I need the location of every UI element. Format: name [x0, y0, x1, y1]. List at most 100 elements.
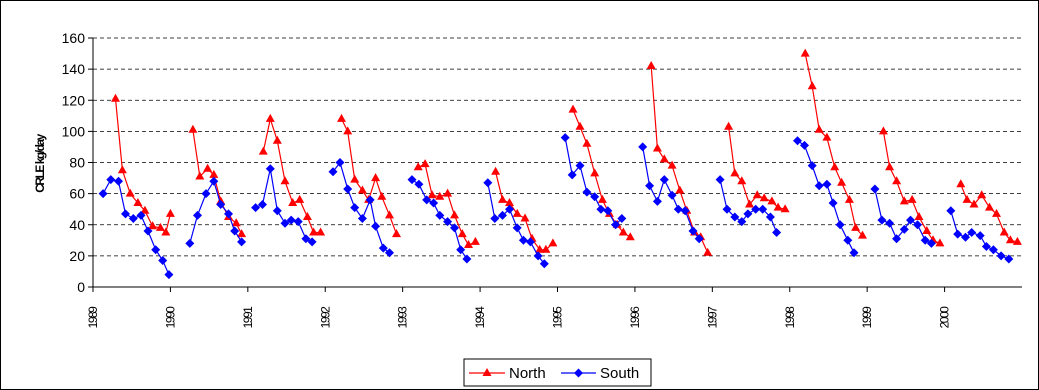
- data-point-north: [111, 93, 120, 102]
- y-tick-label: 100: [62, 123, 86, 139]
- data-point-north: [413, 162, 423, 171]
- data-point-north: [457, 229, 467, 238]
- data-point-north: [385, 210, 394, 219]
- data-point-north: [1012, 236, 1022, 245]
- data-point-south: [378, 243, 388, 253]
- data-point-north: [899, 196, 909, 205]
- data-point-north: [646, 61, 656, 69]
- legend: North South: [463, 358, 652, 387]
- series-line-north: [804, 53, 863, 237]
- data-point-north: [922, 226, 932, 234]
- data-point-south: [98, 189, 108, 199]
- data-point-south: [822, 179, 832, 189]
- data-point-south: [793, 136, 802, 146]
- data-point-north: [759, 193, 769, 202]
- data-point-south: [567, 170, 577, 180]
- legend-label-south: South: [600, 365, 639, 382]
- data-point-south: [224, 209, 233, 219]
- y-tick-label: 80: [69, 155, 85, 171]
- x-tick-label: 1990: [163, 306, 177, 329]
- data-point-north: [935, 238, 945, 247]
- data-point-north: [892, 176, 902, 185]
- data-point-north: [548, 238, 558, 247]
- y-tick-labels: 0 20 40 60 80 100 120 140 160: [62, 30, 86, 295]
- data-point-north: [535, 244, 545, 253]
- data-point-north: [956, 179, 966, 188]
- data-point-south: [645, 181, 655, 191]
- data-point-north: [161, 227, 171, 236]
- data-point-north: [288, 198, 298, 206]
- data-point-south: [611, 220, 621, 230]
- data-point-north: [392, 229, 401, 238]
- data-point-north: [830, 162, 840, 171]
- data-point-north: [992, 208, 1001, 217]
- data-point-south: [688, 226, 698, 236]
- data-point-south: [286, 215, 296, 225]
- x-tick-label: 2000: [938, 306, 952, 329]
- data-point-south: [765, 212, 775, 222]
- axes: [88, 37, 1022, 292]
- series-line-south: [102, 178, 170, 275]
- data-point-south: [357, 214, 367, 223]
- data-point-north: [195, 171, 205, 180]
- data-point-north: [309, 227, 319, 236]
- data-point-north: [427, 190, 437, 199]
- data-point-south: [201, 189, 211, 199]
- data-point-north: [357, 185, 367, 194]
- data-point-south: [828, 198, 838, 208]
- data-point-south: [185, 238, 195, 248]
- data-point-north: [969, 199, 979, 208]
- data-point-south: [490, 214, 500, 223]
- data-point-south: [899, 224, 909, 234]
- series-line-north: [650, 65, 709, 254]
- data-point-south: [617, 214, 627, 223]
- data-point-north: [491, 166, 501, 175]
- data-point-south: [422, 195, 432, 205]
- data-point-south: [365, 195, 375, 205]
- data-point-north: [350, 174, 360, 183]
- data-point-south: [596, 204, 606, 214]
- data-point-south: [694, 234, 704, 244]
- x-tick-label: 1996: [628, 306, 642, 329]
- data-point-north: [117, 165, 127, 174]
- x-tick-label: 1993: [396, 306, 410, 329]
- data-point-south: [158, 256, 168, 265]
- data-point-north: [125, 188, 135, 197]
- data-point-south: [737, 217, 747, 227]
- data-point-south: [505, 204, 514, 214]
- y-tick-label: 140: [62, 61, 86, 77]
- data-point-south: [343, 184, 353, 194]
- data-point-north: [625, 232, 635, 241]
- series-line-north: [882, 131, 941, 244]
- data-point-south: [518, 235, 528, 245]
- data-point-south: [715, 175, 725, 185]
- x-tick-label: 1992: [318, 306, 332, 329]
- data-point-north: [165, 208, 175, 217]
- data-point-south: [143, 226, 153, 236]
- y-tick-label: 160: [62, 30, 86, 46]
- series-south: [98, 133, 1014, 280]
- data-point-north: [807, 81, 817, 90]
- data-point-south: [920, 235, 930, 245]
- data-point-north: [962, 194, 972, 203]
- data-point-north: [133, 198, 143, 206]
- data-point-south: [1004, 254, 1014, 264]
- data-point-north: [295, 194, 305, 203]
- data-point-north: [737, 176, 747, 185]
- data-point-north: [505, 198, 514, 206]
- data-point-south: [814, 181, 824, 191]
- data-point-north: [420, 159, 430, 168]
- data-point-south: [407, 175, 417, 185]
- data-point-south: [498, 210, 507, 220]
- data-point-south: [136, 210, 146, 220]
- data-point-south: [590, 192, 600, 202]
- series-line-north: [417, 163, 476, 246]
- data-point-north: [188, 124, 198, 133]
- legend-item-north: North: [469, 365, 546, 382]
- data-point-south: [758, 204, 768, 214]
- data-point-north: [237, 229, 247, 238]
- legend-label-north: North: [509, 365, 546, 382]
- triangle-marker-icon: [482, 368, 492, 376]
- data-point-south: [272, 206, 282, 216]
- data-point-north: [568, 104, 578, 113]
